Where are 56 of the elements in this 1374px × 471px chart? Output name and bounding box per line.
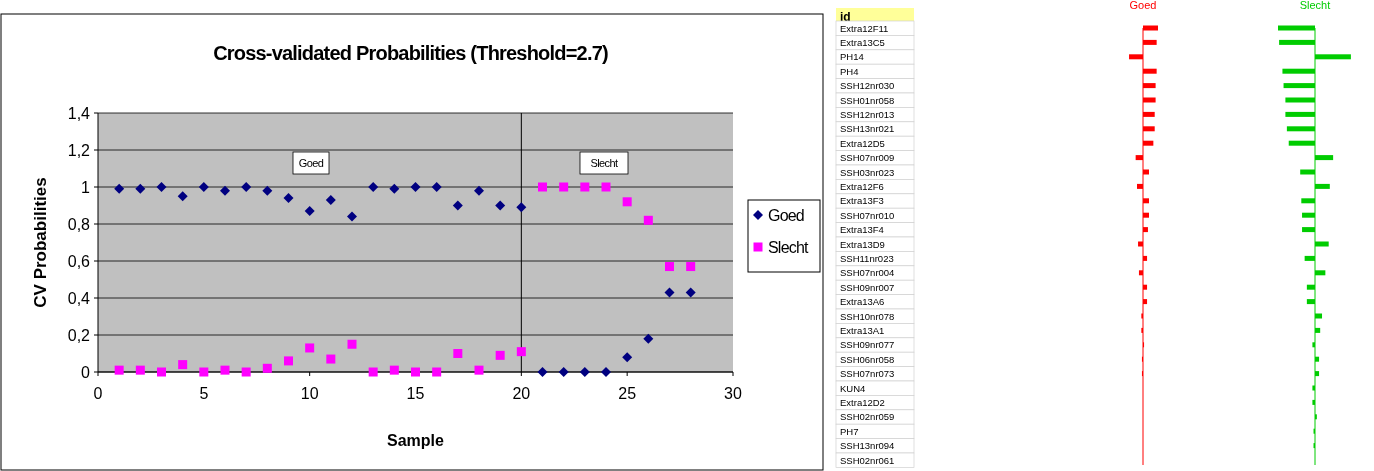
y-tick-label: SSH02nr061 — [840, 454, 895, 466]
x-tick-label: 0 — [93, 385, 103, 402]
y-tick-label: 0 — [81, 364, 91, 381]
x-tick-label: 10 — [300, 385, 319, 402]
x-axis-title: Sample — [387, 432, 445, 449]
annotation: Goed — [298, 157, 324, 169]
x-tick-label: 30 — [724, 385, 742, 402]
y-tick-label: SSH12nr030 — [840, 80, 895, 92]
chart-title: Cross-validated Probabilities (Threshold=2.7) — [213, 42, 608, 64]
x-tick-label: 20 — [512, 385, 531, 402]
y-tick-label: SSH13nr021 — [840, 123, 895, 135]
chart-title: Goed — [1129, 0, 1157, 11]
y-tick-label: SSH03nr023 — [840, 166, 895, 178]
y-axis-title: id — [840, 10, 851, 24]
y-tick-label: SSH07nr073 — [840, 368, 895, 380]
y-tick-label: SSH11nr023 — [840, 252, 894, 264]
y-tick-label: 1 — [81, 179, 91, 196]
y-tick-label: Extra13A1 — [840, 324, 885, 336]
y-tick-label: SSH01nr058 — [840, 94, 895, 106]
y-tick-label: 0,6 — [67, 253, 91, 270]
y-tick-label: Extra13F4 — [840, 224, 884, 236]
y-tick-label: SSH09nr007 — [840, 281, 895, 293]
y-axis-title: CV Probabilities — [31, 177, 50, 308]
y-tick-label: 0,2 — [67, 327, 91, 344]
y-tick-label: Extra13C5 — [840, 36, 885, 48]
y-tick-label: Extra12F6 — [840, 180, 884, 192]
y-tick-label: Extra13D9 — [840, 238, 885, 250]
y-tick-label: 0,8 — [67, 216, 91, 233]
y-tick-label: SSH06nr058 — [840, 353, 895, 365]
chart-title: Slecht — [1299, 0, 1331, 11]
y-tick-label: Extra12F11 — [840, 22, 889, 34]
y-tick-label: KUN4 — [840, 382, 866, 394]
y-tick-label: Extra12D2 — [840, 396, 885, 408]
y-tick-label: SSH09nr077 — [840, 339, 895, 351]
legend-label: Goed — [768, 207, 804, 224]
y-tick-label: Extra12D5 — [840, 137, 885, 149]
y-tick-label: PH14 — [840, 51, 864, 63]
y-tick-label: PH4 — [840, 65, 859, 77]
annotation: Slecht — [590, 157, 619, 169]
y-tick-label: 1,2 — [67, 142, 91, 159]
y-tick-label: SSH13nr094 — [840, 440, 895, 452]
y-tick-label: SSH12nr013 — [840, 108, 895, 120]
y-tick-label: 0,4 — [67, 290, 91, 307]
x-tick-label: 25 — [618, 385, 637, 402]
y-tick-label: SSH07nr004 — [840, 267, 895, 279]
y-tick-label: Extra13F3 — [840, 195, 884, 207]
x-tick-label: 5 — [199, 385, 209, 402]
y-tick-label: Extra13A6 — [840, 296, 885, 308]
y-tick-label: SSH10nr078 — [840, 310, 895, 322]
y-tick-label: PH7 — [840, 425, 859, 437]
y-tick-label: SSH02nr059 — [840, 411, 895, 423]
legend-label: Slecht — [768, 239, 810, 256]
y-tick-label: 1,4 — [67, 105, 91, 122]
y-tick-label: SSH07nr009 — [840, 152, 895, 164]
x-tick-label: 15 — [406, 385, 425, 402]
y-tick-label: SSH07nr010 — [840, 209, 895, 221]
